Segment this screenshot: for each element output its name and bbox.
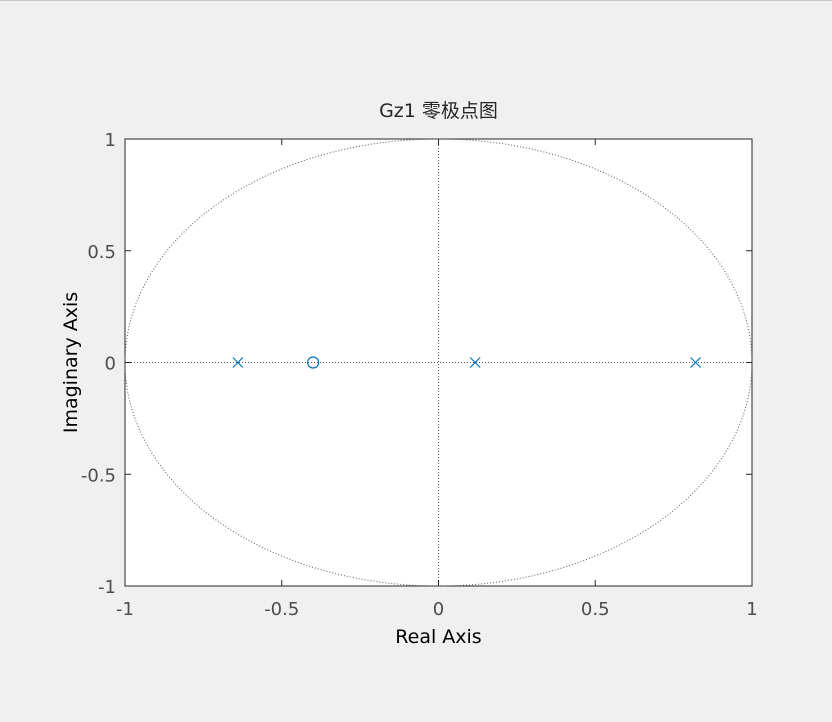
axes-background	[124, 138, 753, 587]
pole-marker	[232, 357, 244, 368]
pole-marker-stroke	[469, 357, 481, 368]
pole-marker	[469, 357, 481, 368]
x-tick-label: -0.5	[264, 599, 299, 620]
axis-ticks: -1 -0.5 0 0.5 1 -1 -0.5 0 0.5 1	[81, 130, 758, 620]
x-tick-label: 0	[433, 599, 444, 620]
zero-marker	[307, 356, 320, 369]
x-axis-label: Real Axis	[395, 626, 481, 648]
y-tick-label: 0.5	[87, 242, 116, 263]
x-tick-label: 1	[746, 599, 757, 620]
pole-marker-stroke	[232, 357, 244, 368]
y-tick-label: 0	[105, 354, 116, 375]
x-tick-label: 0.5	[581, 599, 610, 620]
x-tick-label: -1	[116, 599, 134, 620]
window-top-border	[0, 0, 832, 1]
y-tick-label: -0.5	[81, 465, 116, 486]
pole-marker-stroke	[690, 357, 701, 368]
pole-marker	[690, 357, 701, 368]
y-axis-label: Imaginary Axis	[60, 292, 82, 433]
chart-title: Gz1 零极点图	[379, 100, 498, 122]
pole-zero-markers	[232, 356, 701, 369]
y-tick-label: -1	[98, 577, 116, 598]
y-tick-label: 1	[105, 130, 116, 151]
